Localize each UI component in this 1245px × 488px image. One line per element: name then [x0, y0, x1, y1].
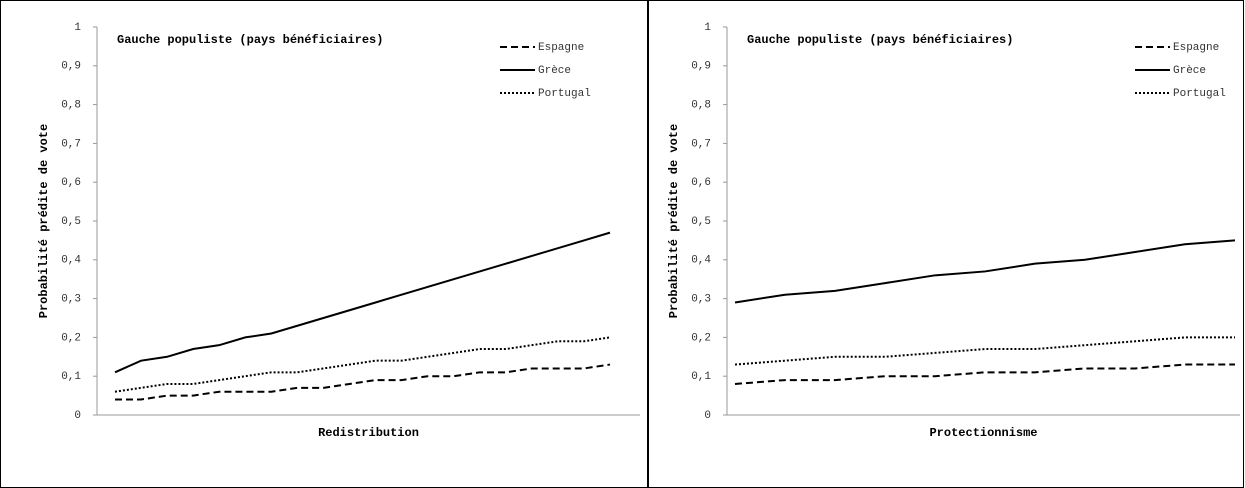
- y-tick-label: 0,6: [691, 177, 711, 189]
- y-tick-label: 0,3: [61, 294, 81, 306]
- legend-label: Grèce: [538, 65, 571, 77]
- panel-frame: [648, 0, 1244, 488]
- y-tick-label: 0,4: [691, 255, 711, 267]
- x-axis-label: Protectionnisme: [929, 426, 1037, 440]
- y-tick-label: 0,5: [691, 216, 711, 228]
- chart-title: Gauche populiste (pays bénéficiaires): [117, 33, 383, 47]
- y-axis-label: Probabilité prédite de vote: [37, 124, 51, 318]
- y-tick-label: 0,3: [691, 294, 711, 306]
- series-line: [114, 336, 611, 393]
- y-tick-label: 0,4: [61, 255, 81, 267]
- series-line: [734, 363, 1235, 385]
- y-tick-label: 0,5: [61, 216, 81, 228]
- y-tick-label: 1: [74, 22, 81, 34]
- legend-label: Portugal: [538, 88, 591, 100]
- y-tick-label: 0,7: [691, 138, 711, 150]
- legend-label: Portugal: [1173, 88, 1226, 100]
- y-tick-label: 0,9: [61, 61, 81, 73]
- series-line: [734, 239, 1236, 304]
- legend-label: Espagne: [1173, 42, 1219, 54]
- y-tick-label: 0,1: [61, 371, 81, 383]
- y-tick-label: 0,2: [61, 332, 81, 344]
- x-axis-label: Redistribution: [318, 426, 419, 440]
- y-tick-label: 0,9: [691, 61, 711, 73]
- y-tick-label: 0,8: [61, 100, 81, 112]
- y-tick-label: 0,6: [61, 177, 81, 189]
- chart-title: Gauche populiste (pays bénéficiaires): [747, 33, 1013, 47]
- series-line: [734, 336, 1235, 366]
- y-tick-label: 0,2: [691, 332, 711, 344]
- y-tick-label: 0,7: [61, 138, 81, 150]
- y-tick-label: 0,8: [691, 100, 711, 112]
- legend-label: Espagne: [538, 42, 584, 54]
- y-tick-label: 1: [704, 22, 711, 34]
- series-line: [115, 363, 611, 401]
- y-tick-label: 0: [704, 410, 711, 422]
- y-tick-label: 0: [74, 410, 81, 422]
- y-tick-label: 0,1: [691, 371, 711, 383]
- y-axis-label: Probabilité prédite de vote: [667, 124, 681, 318]
- legend-label: Grèce: [1173, 65, 1206, 77]
- series-line: [114, 231, 611, 374]
